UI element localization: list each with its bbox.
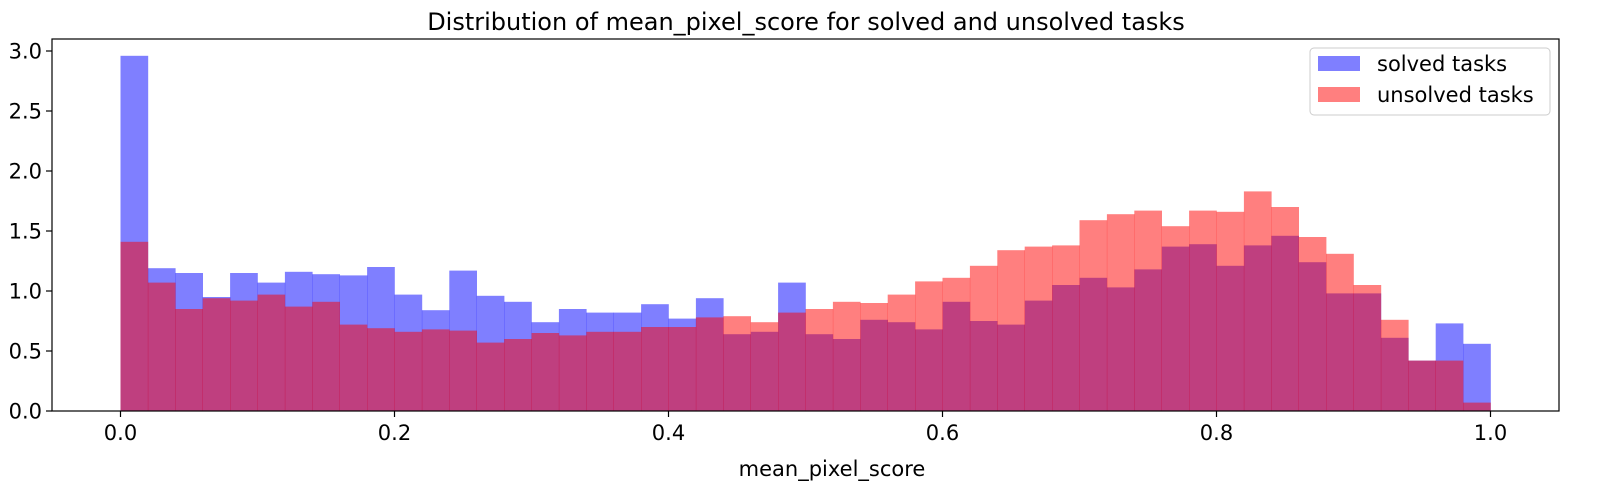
histogram-bar	[695, 317, 724, 411]
histogram-bar	[1353, 285, 1382, 411]
plot-frame	[51, 38, 1560, 412]
series-unsolved	[120, 191, 1491, 411]
histogram-bar	[1408, 360, 1436, 411]
histogram-bar	[504, 339, 532, 411]
legend-box	[1309, 47, 1551, 116]
histogram-bar	[997, 250, 1025, 411]
histogram-bar	[1380, 319, 1409, 411]
histogram-bar	[558, 335, 587, 411]
histogram-bar	[1435, 360, 1464, 411]
y-axis-ticks: 0.0 0.5 1.0 1.5 2.0 2.5 3.0	[9, 40, 52, 424]
histogram-bar	[586, 331, 614, 411]
histogram-bar	[723, 316, 751, 411]
histogram-bar	[750, 322, 779, 411]
histogram-bar	[421, 329, 450, 411]
histogram-bar	[641, 327, 669, 411]
y-tick-label: 1.5	[9, 220, 42, 244]
histogram-bar	[887, 294, 916, 411]
x-tick-label: 0.8	[1200, 421, 1233, 445]
histogram-bar	[175, 309, 203, 411]
x-tick-label: 0.0	[104, 421, 137, 445]
x-tick-label: 0.2	[378, 421, 411, 445]
histogram-bar	[1326, 253, 1354, 411]
y-tick-label: 0.0	[9, 400, 42, 424]
histogram-bar	[778, 312, 806, 411]
histogram-bar	[449, 330, 477, 411]
histogram-bar	[1106, 214, 1135, 411]
histogram-bar	[613, 331, 642, 411]
histogram-bar	[1298, 237, 1327, 411]
histogram-bar	[969, 265, 998, 411]
histogram-bar	[147, 282, 176, 411]
histogram-bar	[531, 333, 560, 411]
y-tick-label: 3.0	[9, 40, 42, 64]
legend-label: unsolved tasks	[1377, 83, 1534, 107]
histogram-bar	[1161, 226, 1190, 411]
x-tick-label: 0.6	[926, 421, 959, 445]
bars-layer	[120, 55, 1491, 412]
histogram-bar	[1271, 207, 1299, 411]
histogram-bar	[805, 309, 834, 411]
histogram-bar	[312, 301, 340, 411]
histogram-bar	[257, 294, 286, 411]
x-axis-ticks: 0.0 0.2 0.4 0.6 0.8 1.0	[104, 411, 1507, 445]
legend-swatch	[1318, 56, 1360, 71]
histogram-bar	[668, 327, 697, 411]
histogram-bar	[120, 241, 149, 411]
histogram-bar	[1243, 191, 1272, 411]
histogram-bar	[1079, 220, 1108, 411]
x-tick-label: 1.0	[1474, 421, 1507, 445]
y-tick-label: 2.5	[9, 100, 42, 124]
histogram-bar	[942, 277, 971, 411]
y-tick-label: 0.5	[9, 340, 42, 364]
histogram-bar	[860, 303, 888, 411]
histogram-bar	[1024, 246, 1053, 411]
legend-swatch	[1318, 87, 1360, 102]
y-tick-label: 1.0	[9, 280, 42, 304]
y-tick-label: 2.0	[9, 160, 42, 184]
chart-title: Distribution of mean_pixel_score for sol…	[427, 8, 1185, 36]
histogram-bar	[284, 306, 313, 411]
histogram-bar	[476, 342, 505, 411]
histogram-bar	[1052, 245, 1080, 411]
x-tick-label: 0.4	[652, 421, 685, 445]
histogram-bar	[1463, 343, 1491, 411]
histogram-bar	[202, 298, 231, 411]
histogram-bar	[915, 281, 943, 411]
histogram-bar	[367, 328, 395, 411]
legend-label: solved tasks	[1377, 52, 1507, 76]
histogram-bar	[230, 300, 258, 411]
histogram-bar	[1216, 211, 1245, 411]
legend: solved tasks unsolved tasks	[1309, 47, 1551, 116]
histogram-bar	[339, 324, 368, 411]
histogram-bar	[1189, 210, 1217, 411]
histogram-bar	[832, 301, 861, 411]
histogram-bar	[1134, 210, 1162, 411]
histogram-bar	[1463, 402, 1491, 411]
x-axis-label: mean_pixel_score	[739, 457, 926, 482]
histogram-bar	[394, 331, 423, 411]
